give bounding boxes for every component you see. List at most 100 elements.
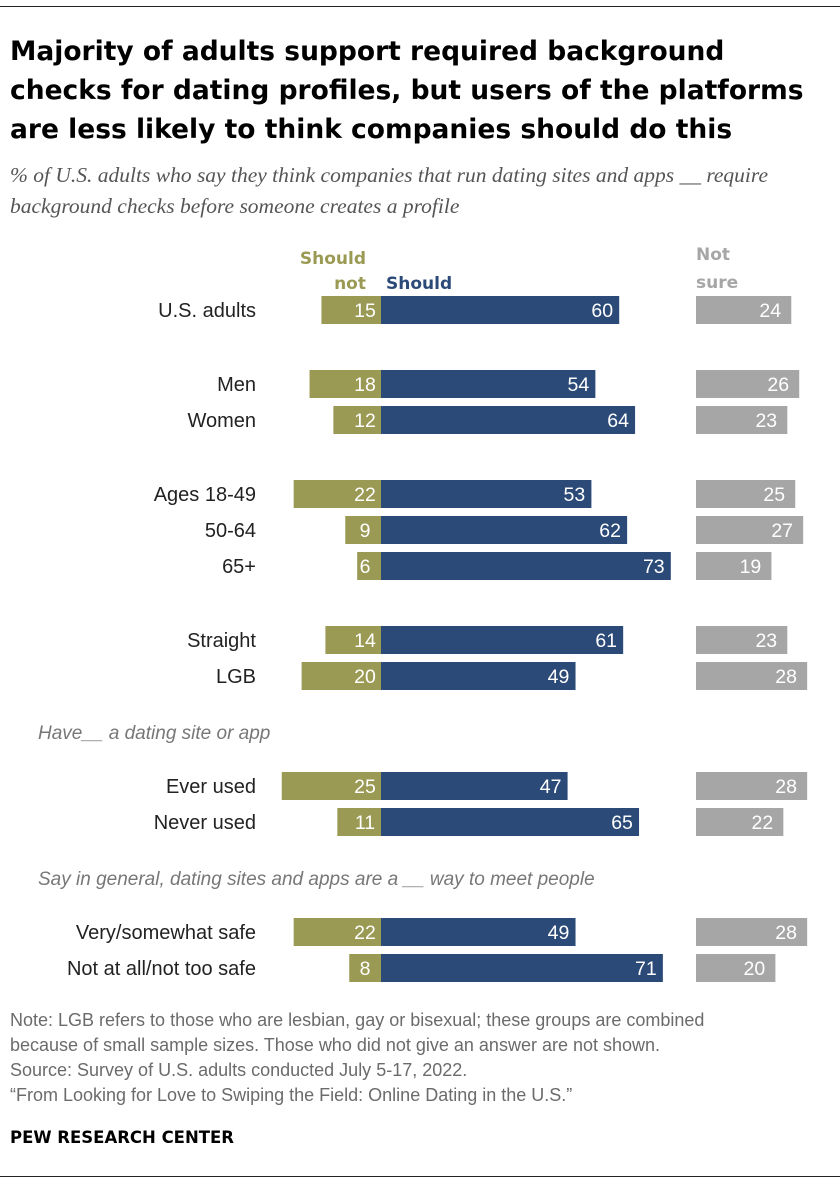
should-not-bar <box>357 552 381 580</box>
should-value: 49 <box>548 666 570 688</box>
should-not-bar <box>345 516 381 544</box>
not-sure-value: 19 <box>740 556 762 578</box>
should-not-bar <box>321 296 381 324</box>
not-sure-value: 20 <box>744 958 766 980</box>
should-bar <box>381 552 671 580</box>
should-bar <box>381 918 576 946</box>
should-not-value: 18 <box>354 374 376 396</box>
not-sure-bar <box>696 662 808 690</box>
row-label: Very/somewhat safe <box>76 922 256 944</box>
not-sure-bar <box>696 626 788 654</box>
should-bar <box>381 480 592 508</box>
should-value: 47 <box>540 776 562 798</box>
not-sure-bar <box>696 552 772 580</box>
should-not-value: 25 <box>354 776 376 798</box>
header-should-not: Should <box>300 249 366 269</box>
bottom-rule <box>0 1176 840 1177</box>
should-not-value: 20 <box>354 666 376 688</box>
not-sure-value: 28 <box>775 922 797 944</box>
should-not-value: 6 <box>360 556 371 578</box>
row-label: Ages 18-49 <box>154 484 256 506</box>
not-sure-bar <box>696 772 808 800</box>
not-sure-bar <box>696 516 804 544</box>
should-bar <box>381 296 620 324</box>
should-not-value: 9 <box>360 520 371 542</box>
should-bar <box>381 954 663 982</box>
should-value: 65 <box>611 812 633 834</box>
notes: Note: LGB refers to those who are lesbia… <box>10 1008 810 1108</box>
not-sure-bar <box>696 406 788 434</box>
note-line-1: Note: LGB refers to those who are lesbia… <box>10 1010 705 1030</box>
should-not-bar <box>293 918 381 946</box>
should-not-value: 15 <box>354 300 376 322</box>
row-label: 50-64 <box>205 520 256 542</box>
should-value: 64 <box>607 410 629 432</box>
should-value: 60 <box>591 300 613 322</box>
row-label: 65+ <box>222 556 256 578</box>
not-sure-bar <box>696 918 808 946</box>
not-sure-bar <box>696 480 796 508</box>
not-sure-value: 23 <box>755 410 777 432</box>
row-label: Women <box>187 410 256 432</box>
not-sure-bar <box>696 370 800 398</box>
row-label: Not at all/not too safe <box>67 958 256 980</box>
not-sure-bar <box>696 808 784 836</box>
should-bar <box>381 772 568 800</box>
not-sure-value: 27 <box>771 520 793 542</box>
should-value: 71 <box>635 958 657 980</box>
should-value: 49 <box>548 922 570 944</box>
report-title-line: “From Looking for Love to Swiping the Fi… <box>10 1085 573 1105</box>
should-not-value: 12 <box>354 410 376 432</box>
not-sure-value: 28 <box>775 666 797 688</box>
row-label: Men <box>217 374 256 396</box>
should-not-bar <box>349 954 381 982</box>
should-not-bar <box>309 370 381 398</box>
should-not-value: 14 <box>354 630 376 652</box>
should-not-value: 22 <box>354 922 376 944</box>
should-not-bar <box>333 406 381 434</box>
chart-title: Majority of adults support required back… <box>10 36 804 145</box>
chart-subtitle: % of U.S. adults who say they think comp… <box>10 163 769 218</box>
should-not-bar <box>281 772 381 800</box>
not-sure-value: 26 <box>767 374 789 396</box>
top-rule <box>0 6 840 7</box>
header-not-sure: Not <box>696 245 730 265</box>
row-label: Never used <box>154 812 256 834</box>
not-sure-value: 28 <box>775 776 797 798</box>
row-label: U.S. adults <box>158 300 256 322</box>
not-sure-value: 22 <box>751 812 773 834</box>
should-not-value: 11 <box>355 812 375 834</box>
should-value: 61 <box>595 630 617 652</box>
should-bar <box>381 626 624 654</box>
should-not-bar <box>337 808 381 836</box>
pew-research-center-logo: PEW RESEARCH CENTER <box>10 1128 234 1147</box>
not-sure-value: 25 <box>763 484 785 506</box>
should-bar <box>381 370 596 398</box>
should-not-bar <box>301 662 381 690</box>
header-should-not: not <box>334 274 366 294</box>
group-label: Say in general, dating sites and apps ar… <box>38 869 595 890</box>
row-label: Ever used <box>166 776 256 798</box>
not-sure-value: 23 <box>755 630 777 652</box>
should-not-bar <box>293 480 381 508</box>
should-value: 53 <box>564 484 586 506</box>
should-not-bar <box>325 626 381 654</box>
should-bar <box>381 516 628 544</box>
row-label: LGB <box>216 666 256 688</box>
group-label: Have__ a dating site or app <box>38 723 270 744</box>
should-value: 54 <box>568 374 590 396</box>
should-not-value: 8 <box>360 958 371 980</box>
not-sure-bar <box>696 954 776 982</box>
diverging-bar-chart: Should not Should Not sure Have__ a dating si… <box>38 245 808 982</box>
source-line: Source: Survey of U.S. adults conducted … <box>10 1060 468 1080</box>
should-bar <box>381 406 636 434</box>
not-sure-value: 24 <box>759 300 781 322</box>
should-bar <box>381 662 576 690</box>
note-line-2: because of small sample sizes. Those who… <box>10 1035 661 1055</box>
should-bar <box>381 808 640 836</box>
should-value: 62 <box>599 520 621 542</box>
row-label: Straight <box>187 630 256 652</box>
should-not-value: 22 <box>354 484 376 506</box>
header-not-sure: sure <box>696 273 738 293</box>
not-sure-bar <box>696 296 792 324</box>
